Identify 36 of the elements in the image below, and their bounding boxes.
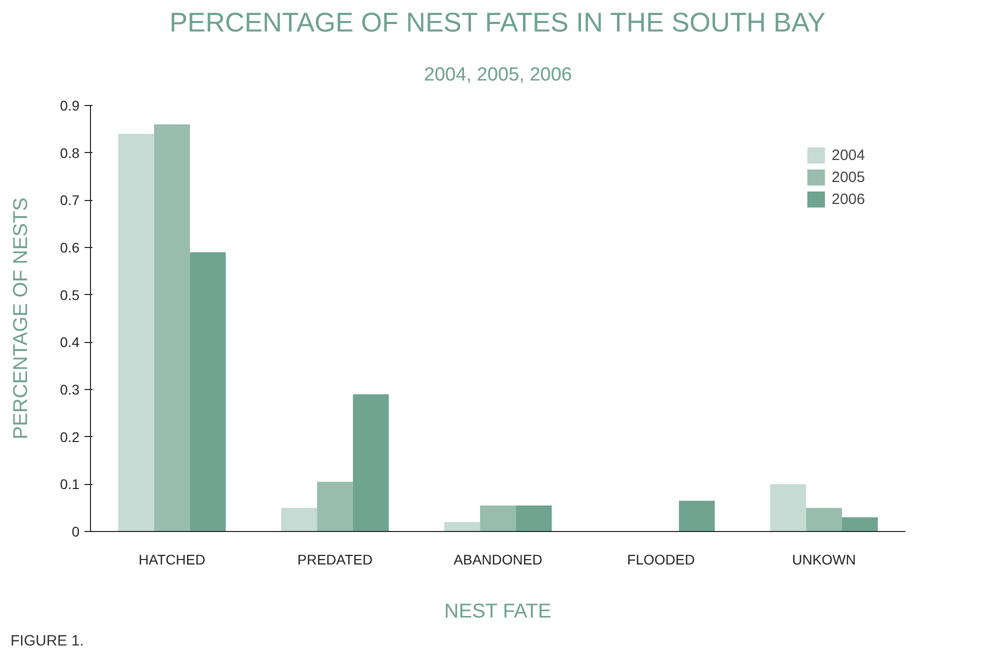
x-tick-label: PREDATED [297,552,373,568]
y-tick-label: 0 [72,524,80,540]
bar [444,522,480,532]
bar [806,508,842,532]
chart-title: PERCENTAGE OF NEST FATES IN THE SOUTH BAY [169,8,826,38]
bar [352,394,389,532]
bar [480,505,516,532]
bar [190,252,226,532]
y-axis-title: PERCENTAGE OF NESTS [10,198,32,440]
y-tick-label: 0.8 [60,144,80,161]
bar [842,517,878,532]
x-tick-label: UNKOWN [792,552,856,568]
x-axis-title: NEST FATE [444,600,552,622]
bar [154,124,190,532]
y-tick-label: 0.3 [60,382,80,398]
caption: FIGURE 1. [10,632,84,650]
legend-label: 2006 [832,190,865,208]
y-tick-label: 0.2 [60,428,80,445]
bar [516,505,552,532]
y-tick-label: 0.9 [60,98,80,114]
x-tick-label: ABANDONED [454,552,542,568]
bar [770,484,806,532]
legend-label: 2004 [832,146,865,164]
bar [317,482,353,532]
legend-label: 2005 [832,168,865,186]
y-tick-label: 0.7 [60,192,80,208]
x-tick-label: HATCHED [138,552,206,568]
y-tick-label: 0.6 [60,240,80,256]
y-tick-label: 0.5 [60,286,80,303]
bar [281,508,318,532]
bar [678,500,715,532]
x-tick-label: FLOODED [627,552,695,568]
bar [118,134,154,532]
chart-subtitle: 2004, 2005, 2006 [424,64,572,86]
y-tick-label: 0.4 [60,334,80,350]
y-tick-label: 0.1 [60,476,80,492]
